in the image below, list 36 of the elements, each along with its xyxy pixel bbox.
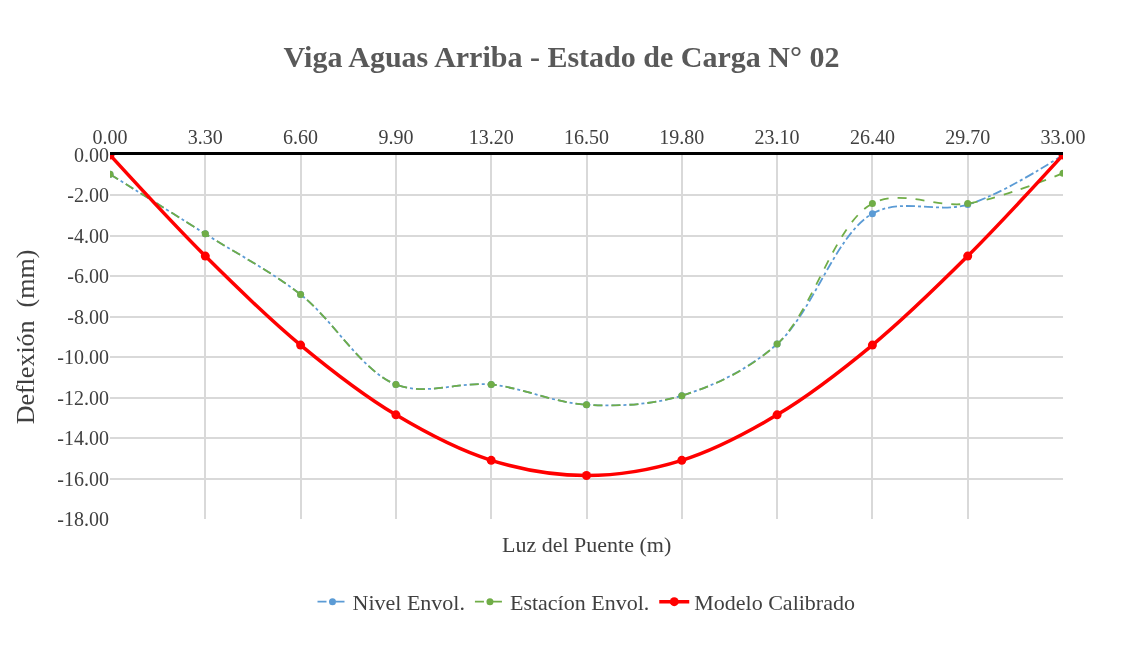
x-tick-label: 33.00 [1040, 126, 1086, 148]
point [391, 410, 401, 420]
point [772, 410, 782, 420]
point [200, 251, 210, 261]
legend-label: Modelo Calibrado [694, 590, 855, 616]
legend-label: Nivel Envol. [352, 590, 465, 616]
y-tick-label: -2.00 [67, 184, 109, 207]
point [582, 471, 591, 481]
x-tick-label: 9.90 [378, 126, 414, 148]
x-axis-title: Luz del Puente (m) [502, 532, 672, 557]
x-tick-label: 29.70 [945, 126, 991, 148]
chart-title: Viga Aguas Arriba - Estado de Carga N° 02 [283, 40, 840, 74]
x-tick-label: 26.40 [849, 126, 895, 148]
x-tick-label: 13.20 [468, 126, 514, 148]
point [867, 340, 877, 350]
point [677, 455, 687, 465]
y-tick-label: -10.00 [57, 346, 109, 369]
x-tick-label: 3.30 [187, 126, 223, 148]
x-tick-label: 23.10 [754, 126, 800, 148]
x-tick-label: 16.50 [564, 126, 609, 148]
y-tick-label: -4.00 [67, 224, 109, 247]
y-tick-label: -8.00 [67, 305, 109, 328]
point [486, 455, 496, 465]
legend-label: Estacíon Envol. [509, 590, 650, 616]
y-tick-label: -6.00 [67, 265, 109, 288]
point [868, 200, 876, 208]
y-tick-label: -14.00 [57, 427, 109, 450]
point [963, 251, 973, 261]
y-tick-label: -16.00 [57, 467, 109, 490]
y-tick-label: -18.00 [57, 508, 109, 530]
point [296, 340, 306, 350]
y-axis-title: Deflexión (mm) [10, 249, 40, 425]
y-tick-label: -12.00 [57, 386, 109, 409]
x-tick-label: 6.60 [283, 126, 319, 148]
x-tick-label: 19.80 [659, 126, 705, 148]
point [868, 210, 876, 218]
